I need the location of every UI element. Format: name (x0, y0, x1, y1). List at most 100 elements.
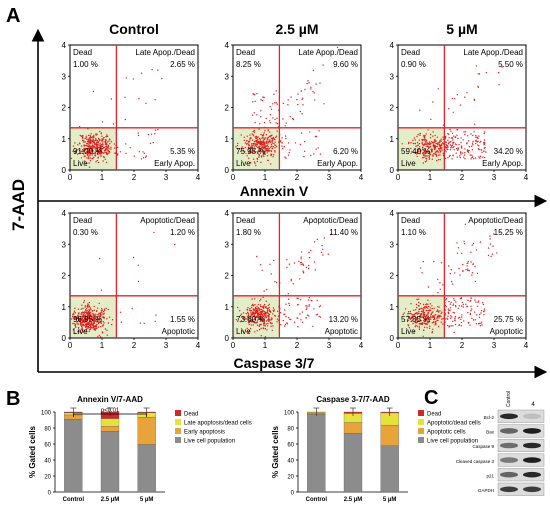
quadrant-percent: 73.60 % (236, 315, 265, 324)
event-dot (470, 158, 472, 160)
event-dot (108, 148, 110, 150)
event-dot (116, 154, 119, 156)
event-dot (94, 318, 96, 320)
event-dot (479, 241, 482, 243)
x-tick-label: 2.5 µM (101, 497, 119, 503)
blot-band (500, 457, 518, 463)
event-dot (470, 133, 472, 135)
event-dot (501, 66, 503, 68)
event-dot (470, 300, 472, 302)
event-dot (254, 142, 256, 145)
event-dot (264, 147, 267, 150)
event-dot (76, 323, 78, 325)
event-dot (310, 88, 312, 90)
event-dot (255, 140, 258, 142)
event-dot (313, 153, 315, 155)
event-dot (107, 322, 110, 324)
event-dot (284, 125, 286, 127)
event-dot (98, 312, 100, 315)
event-dot (427, 142, 429, 144)
event-dot (83, 149, 85, 151)
event-dot (91, 323, 93, 326)
event-dot (436, 146, 438, 148)
event-dot (450, 141, 452, 143)
legend-label: Early apoptosis (184, 430, 225, 436)
event-dot (471, 317, 473, 320)
event-dot (445, 299, 447, 301)
event-dot (83, 301, 85, 304)
event-dot (427, 317, 429, 319)
event-dot (415, 145, 417, 147)
event-dot (96, 323, 98, 326)
event-dot (89, 155, 91, 157)
event-dot (264, 328, 267, 330)
event-dot (89, 324, 92, 326)
event-dot (268, 320, 270, 323)
event-dot (87, 304, 89, 306)
event-dot (441, 318, 443, 320)
blot-band (500, 428, 518, 434)
event-dot (88, 329, 91, 331)
event-dot (271, 153, 273, 156)
event-dot (275, 90, 277, 92)
event-dot (285, 137, 287, 140)
event-dot (482, 303, 485, 306)
event-dot (91, 154, 93, 156)
event-dot (461, 316, 463, 318)
event-dot (267, 146, 269, 148)
blot-band (523, 442, 541, 449)
event-dot (420, 316, 422, 318)
event-dot (274, 147, 276, 149)
event-dot (102, 317, 105, 319)
event-dot (105, 140, 107, 142)
event-dot (89, 153, 91, 156)
event-dot (307, 80, 309, 82)
event-dot (472, 263, 475, 265)
event-dot (104, 158, 107, 160)
event-dot (460, 305, 463, 307)
quadrant-percent: 91.00 % (73, 147, 102, 156)
event-dot (457, 307, 459, 309)
event-dot (107, 308, 110, 311)
event-dot (452, 111, 454, 114)
event-dot (458, 305, 460, 307)
event-dot (261, 137, 263, 140)
event-dot (99, 145, 102, 147)
event-dot (91, 316, 93, 319)
event-dot (478, 135, 480, 137)
event-dot (444, 135, 447, 138)
event-dot (242, 149, 245, 151)
dot-cloud (71, 231, 176, 338)
event-dot (253, 321, 255, 323)
event-dot (284, 325, 286, 327)
event-dot (93, 319, 96, 321)
event-dot (98, 334, 101, 336)
event-dot (455, 147, 458, 150)
y-tick-label: 40 (287, 459, 294, 465)
event-dot (254, 100, 256, 103)
event-dot (450, 280, 453, 283)
event-dot (437, 144, 439, 146)
event-dot (77, 144, 79, 146)
event-dot (71, 318, 73, 320)
event-dot (292, 118, 295, 121)
event-dot (79, 319, 82, 321)
event-dot (424, 143, 426, 145)
event-dot (434, 152, 436, 154)
event-dot (464, 131, 467, 133)
event-dot (429, 309, 431, 311)
event-dot (81, 327, 84, 329)
event-dot (427, 312, 430, 314)
event-dot (101, 145, 103, 147)
quadrant-label: Dead (236, 48, 255, 57)
event-dot (272, 156, 274, 158)
event-dot (249, 137, 251, 139)
event-dot (104, 328, 107, 330)
event-dot (438, 315, 441, 318)
event-dot (418, 320, 420, 322)
event-dot (409, 312, 412, 315)
event-dot (258, 154, 260, 156)
event-dot (92, 146, 94, 148)
event-dot (442, 317, 444, 320)
